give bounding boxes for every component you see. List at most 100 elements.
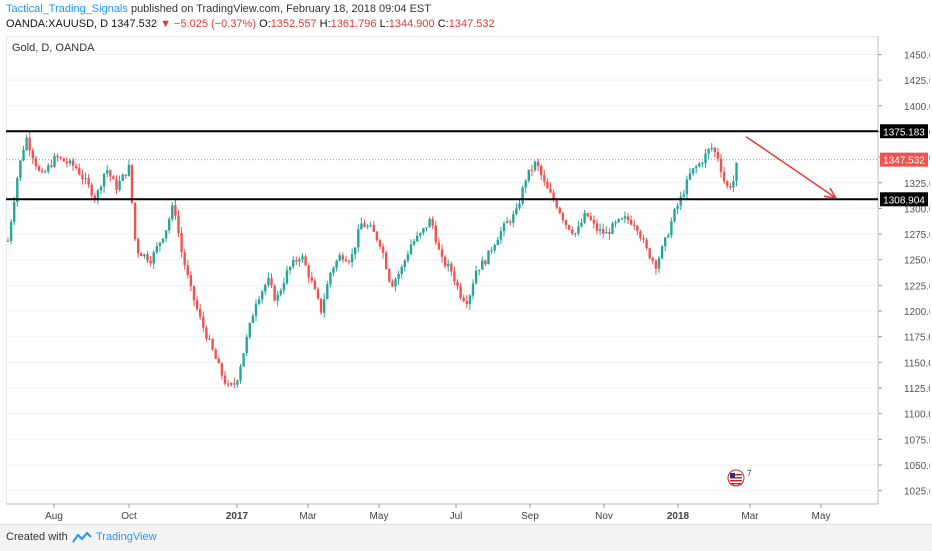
x-tick-label: Mar — [741, 511, 759, 522]
high-value: 1361.796 — [330, 18, 377, 30]
candle-body — [366, 226, 369, 228]
candle-body — [664, 237, 667, 247]
candle-body — [602, 228, 605, 234]
candle-body — [332, 267, 335, 273]
candle-body — [626, 216, 630, 220]
candle-body — [316, 289, 320, 299]
candle-body — [81, 174, 84, 180]
candle-body — [571, 229, 574, 234]
candle-body — [230, 383, 233, 385]
candlestick-chart[interactable]: Gold, D, OANDA 1025.000 1050.000 1075.000 11… — [5, 35, 932, 524]
candle-body — [481, 260, 484, 270]
candle-body — [6, 240, 10, 242]
candle-body — [673, 208, 676, 222]
candle-body — [533, 161, 537, 171]
candle-body — [270, 278, 273, 286]
candle-body — [202, 316, 205, 328]
x-tick-label: 2018 — [667, 511, 690, 522]
candle-body — [34, 158, 38, 167]
low-label: L: — [379, 18, 389, 30]
chart-area[interactable]: Gold, D, OANDA 1025.000 1050.000 1075.000 11… — [5, 35, 932, 524]
candle-body — [137, 239, 140, 254]
candle-body — [239, 366, 242, 381]
candle-body — [648, 248, 651, 259]
candle-body — [164, 230, 168, 239]
candle-body — [437, 242, 441, 250]
candle-body — [406, 254, 410, 261]
candle-body — [471, 283, 475, 296]
candle-body — [592, 219, 596, 224]
level-label: 1308.904 — [883, 195, 925, 206]
low-value: 1344.900 — [388, 18, 435, 30]
candle-body — [205, 327, 208, 339]
candle-body — [168, 219, 171, 231]
candle-body — [264, 284, 267, 292]
candle-body — [106, 170, 109, 174]
current-price-label: 1347.532 — [883, 156, 925, 167]
candle-body — [388, 269, 391, 282]
flag-stripe — [730, 474, 742, 476]
candle-body — [465, 300, 468, 304]
candle-body — [121, 174, 124, 181]
candle-body — [651, 258, 654, 261]
level-tag — [880, 124, 928, 139]
candle-body — [354, 247, 357, 255]
candle-body — [140, 253, 143, 257]
y-tick-label: 1175.000 — [904, 333, 930, 344]
candle-body — [267, 278, 270, 285]
y-tick-label: 1450.000 — [904, 50, 930, 61]
candle-body — [462, 297, 465, 301]
candle-body — [378, 240, 382, 247]
candle-body — [381, 246, 385, 253]
candle-body — [468, 295, 472, 304]
candle-body — [180, 232, 183, 253]
flag-stripe — [730, 480, 742, 482]
candle-body — [555, 199, 558, 208]
candle-body — [521, 187, 524, 204]
candle-body — [403, 260, 406, 267]
candle-body — [186, 265, 189, 276]
open-label: O: — [259, 18, 271, 30]
close-label: C: — [437, 18, 449, 30]
candle-body — [261, 291, 264, 300]
candle-body — [397, 274, 400, 280]
candle-body — [71, 160, 75, 166]
candle-body — [611, 223, 614, 234]
y-tick-label: 1100.000 — [904, 410, 930, 421]
candle-body — [93, 195, 96, 199]
candle-body — [394, 279, 397, 287]
x-tick-label: May — [812, 511, 831, 522]
candle-body — [257, 299, 261, 304]
candle-body — [310, 277, 313, 281]
flag-stripe — [730, 477, 742, 479]
candle-body — [65, 161, 69, 164]
candle-body — [546, 181, 549, 189]
candle-body — [177, 215, 180, 233]
y-tick-label: 1250.000 — [904, 256, 930, 267]
candle-body — [580, 222, 583, 227]
tradingview-brand[interactable]: TradingView — [96, 531, 157, 543]
candle-body — [490, 250, 493, 252]
y-tick-label: 1125.000 — [904, 384, 930, 395]
candle-body — [338, 255, 341, 261]
candle-body — [208, 338, 211, 340]
candle-body — [617, 218, 620, 222]
candle-body — [319, 298, 323, 313]
candle-body — [409, 244, 413, 255]
candle-body — [710, 147, 713, 149]
candle-body — [496, 239, 499, 246]
x-tick-label: Jul — [450, 511, 463, 522]
candle-body — [515, 208, 518, 215]
candle-body — [518, 203, 521, 209]
candle-body — [50, 165, 53, 167]
candle-body — [59, 157, 62, 159]
candle-body — [84, 178, 87, 180]
candle-body — [536, 161, 540, 166]
y-tick-label: 1300.000 — [904, 204, 930, 215]
candle-body — [288, 266, 292, 271]
candle-body — [372, 225, 375, 232]
author-link[interactable]: Tactical_Trading_Signals — [6, 3, 128, 15]
candle-body — [698, 163, 701, 167]
candle-body — [391, 281, 394, 287]
candle-body — [369, 225, 372, 227]
